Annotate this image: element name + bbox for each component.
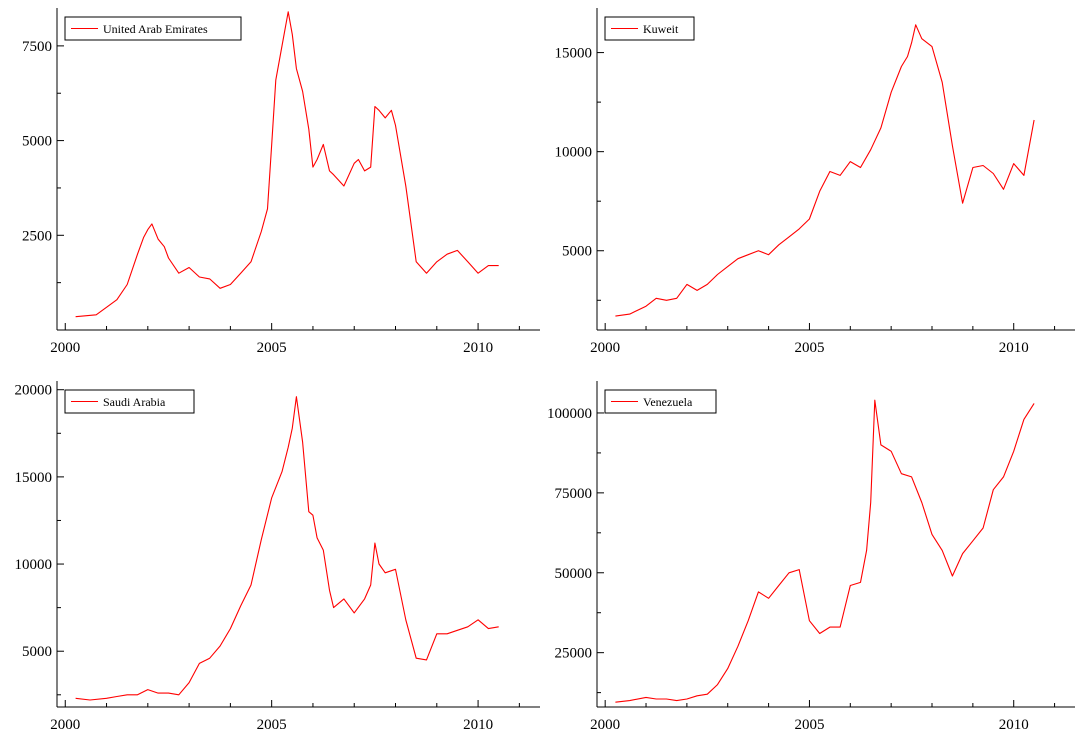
y-tick-label: 15000 — [15, 470, 53, 486]
legend-label: United Arab Emirates — [103, 22, 208, 36]
series-line-united-arab-emirates — [75, 11, 499, 318]
legend-box — [604, 389, 717, 414]
panel-venezuela: 2000 2005 2010 25000 50000 75000 100000 Venezue… — [547, 381, 1075, 733]
y-tick-label: 25000 — [555, 646, 593, 662]
legend: Venezuela — [604, 389, 717, 414]
legend-box — [604, 16, 695, 41]
x-tick-label: 2010 — [463, 717, 493, 733]
series-line-saudi-arabia — [75, 396, 499, 701]
y-tick-label: 5000 — [562, 244, 592, 260]
y-tick-label: 15000 — [555, 46, 593, 62]
y-tick-label: 5000 — [22, 134, 52, 150]
x-tick-label: 2010 — [463, 340, 493, 356]
x-tick-label: 2000 — [590, 717, 620, 733]
legend-box — [64, 16, 242, 41]
y-tick-label: 75000 — [555, 486, 593, 502]
series-line-kuweit — [615, 24, 1035, 317]
x-tick-label: 2005 — [794, 340, 824, 356]
x-tick-label: 2005 — [794, 717, 824, 733]
legend: United Arab Emirates — [64, 16, 242, 41]
y-tick-label: 2500 — [22, 228, 52, 244]
legend-label: Kuweit — [643, 22, 679, 36]
panel-united-arab-emirates: 2000 2005 2010 2500 5000 7500 United Arab Emir… — [22, 8, 540, 356]
x-tick-label: 2010 — [999, 340, 1029, 356]
y-tick-label: 10000 — [15, 557, 53, 573]
panel-saudi-arabia: 2000 2005 2010 5000 10000 15000 20000 Saudi Ara… — [15, 381, 540, 733]
legend-label: Saudi Arabia — [103, 395, 166, 409]
y-tick-label: 50000 — [555, 566, 593, 582]
legend-label: Venezuela — [643, 395, 693, 409]
x-tick-label: 2000 — [50, 717, 80, 733]
legend: Kuweit — [604, 16, 695, 41]
y-tick-label: 7500 — [22, 39, 52, 55]
y-tick-label: 100000 — [547, 406, 592, 422]
legend-box — [64, 389, 195, 414]
panel-kuweit: 2000 2005 2010 5000 10000 15000 Kuweit — [555, 8, 1075, 356]
y-tick-label: 10000 — [555, 145, 593, 161]
x-tick-label: 2000 — [50, 340, 80, 356]
legend: Saudi Arabia — [64, 389, 195, 414]
y-tick-label: 20000 — [15, 383, 53, 399]
x-tick-label: 2005 — [257, 340, 287, 356]
x-tick-label: 2005 — [257, 717, 287, 733]
x-tick-label: 2010 — [999, 717, 1029, 733]
series-line-venezuela — [615, 399, 1035, 703]
x-tick-label: 2000 — [590, 340, 620, 356]
y-tick-label: 5000 — [22, 644, 52, 660]
